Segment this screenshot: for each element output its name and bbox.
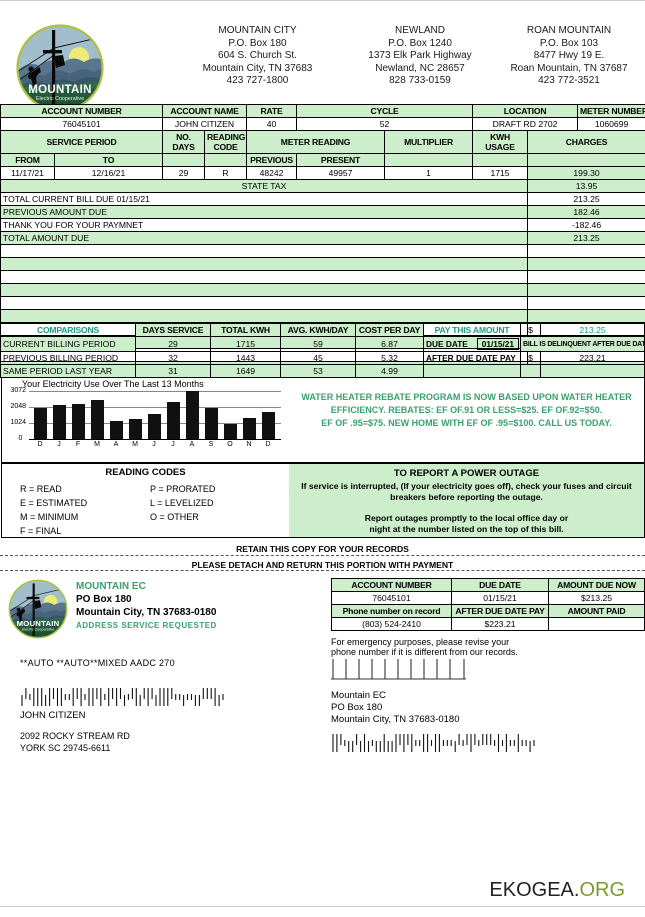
svg-text:MOUNTAIN: MOUNTAIN: [17, 619, 60, 628]
svg-text:MOUNTAIN: MOUNTAIN: [28, 84, 92, 96]
svg-text:Electric Cooperative: Electric Cooperative: [22, 628, 54, 632]
svg-text:Electric Cooperative: Electric Cooperative: [36, 96, 84, 102]
